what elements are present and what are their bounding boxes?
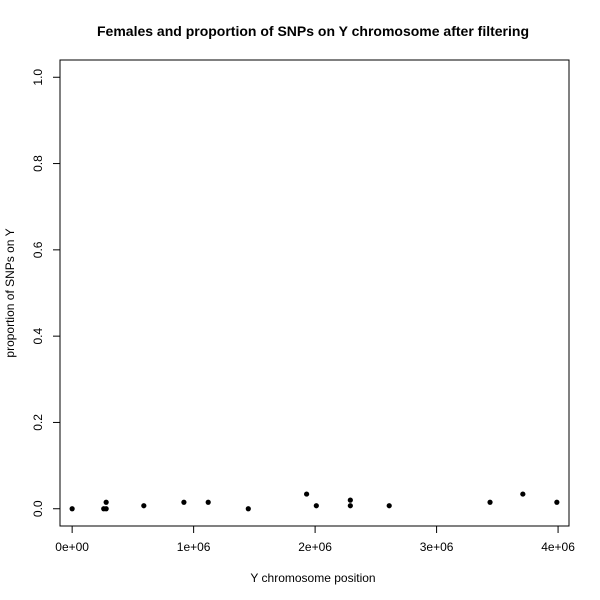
data-point — [181, 499, 187, 505]
y-tick-label: 0.2 — [31, 414, 45, 431]
y-tick-label: 1.0 — [31, 69, 45, 86]
x-tick-label: 1e+06 — [177, 540, 211, 554]
x-tick-label: 4e+06 — [541, 540, 575, 554]
data-point — [141, 503, 147, 509]
data-point — [69, 506, 75, 512]
y-tick-label: 0.8 — [31, 155, 45, 172]
data-point — [205, 499, 211, 505]
y-axis: 0.0 0.2 0.4 0.6 0.8 1.0 — [31, 69, 60, 517]
x-tick-label: 3e+06 — [420, 540, 454, 554]
x-tick-label: 2e+06 — [298, 540, 332, 554]
data-point — [554, 499, 560, 505]
x-axis-label: Y chromosome position — [250, 571, 375, 585]
data-point — [347, 497, 353, 503]
data-points — [69, 491, 560, 512]
data-point — [245, 506, 251, 512]
data-point — [103, 506, 109, 512]
y-axis-label: proportion of SNPs on Y — [3, 228, 17, 357]
data-point — [520, 491, 526, 497]
data-point — [313, 503, 319, 509]
x-axis: 0e+00 1e+06 2e+06 3e+06 4e+06 — [55, 526, 575, 554]
y-tick-label: 0.6 — [31, 241, 45, 258]
data-point — [103, 499, 109, 505]
y-tick-label: 0.4 — [31, 327, 45, 344]
chart-title: Females and proportion of SNPs on Y chro… — [97, 23, 529, 39]
y-tick-label: 0.0 — [31, 500, 45, 517]
data-point — [487, 499, 493, 505]
x-tick-label: 0e+00 — [55, 540, 89, 554]
data-point — [386, 503, 392, 509]
plot-frame — [59, 59, 570, 527]
data-point — [347, 503, 353, 509]
data-point — [304, 491, 310, 497]
